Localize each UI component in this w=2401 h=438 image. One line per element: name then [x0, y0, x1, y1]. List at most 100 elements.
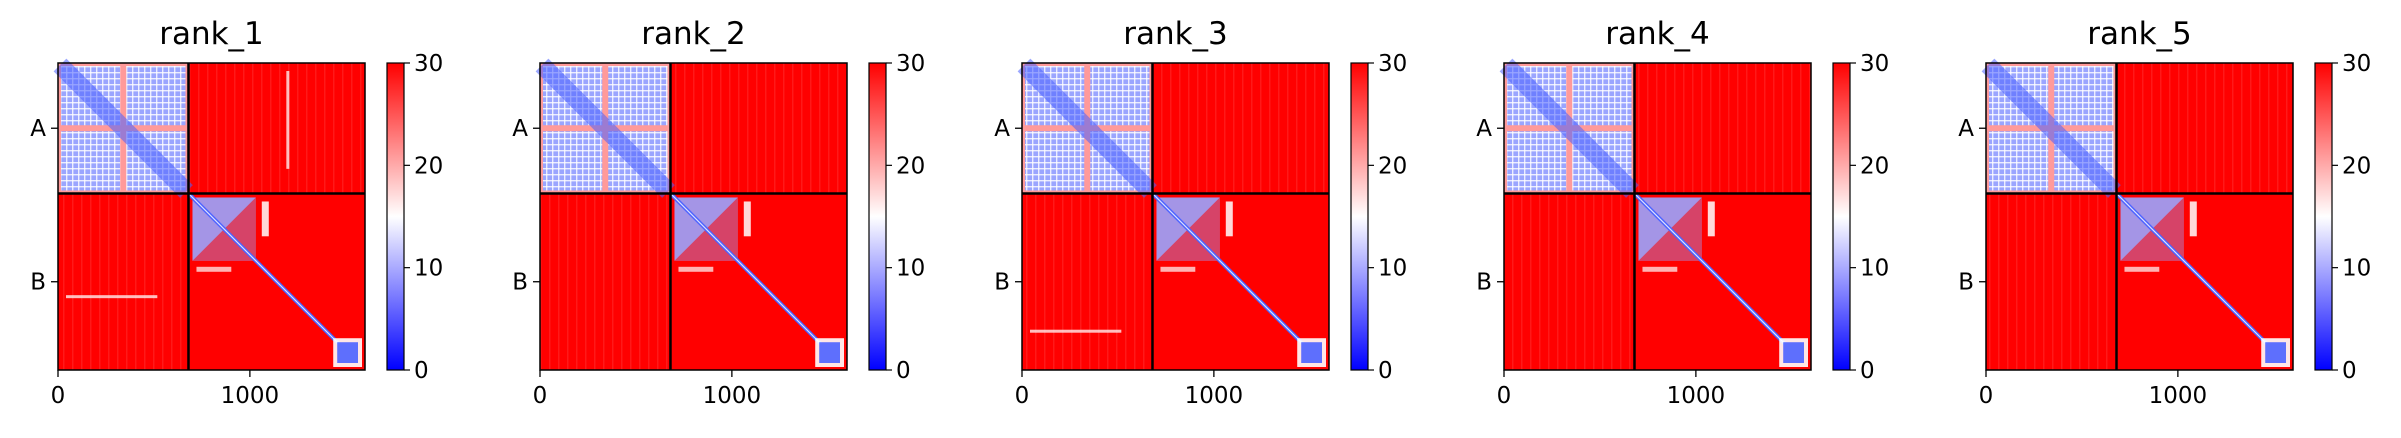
chain-a-diagonal-band: [535, 58, 675, 198]
colorbar-tick-label: 10: [1860, 256, 1889, 282]
colorbar: [2315, 63, 2332, 370]
chain-a-diagonal-band: [1017, 58, 1157, 198]
offdiag-texture-ba: [540, 193, 671, 370]
axes-frame: [1985, 62, 2294, 371]
colorbar-frame: [2314, 62, 2333, 371]
colorbar-tick-label: 10: [2342, 256, 2371, 282]
subplot-title: rank_4: [1605, 16, 1710, 52]
subplot-title: rank_3: [1123, 16, 1228, 52]
chain-a-subblock: [2054, 66, 2114, 126]
offdiag-texture-ab: [188, 63, 365, 194]
chain-b-domain-spur: [743, 201, 751, 237]
colorbar-frame: [386, 62, 405, 371]
y-tick-label: B: [1476, 270, 1492, 296]
chain-b-domain-spur: [261, 201, 269, 237]
colorbar-tick-label: 20: [414, 153, 443, 179]
colorbar-tick-label: 20: [2342, 153, 2371, 179]
colorbar-tick-label: 0: [896, 358, 911, 384]
x-tick-label: 0: [1497, 383, 1512, 409]
chain-b-terminal-core: [2265, 342, 2286, 363]
colorbar-tick-label: 10: [414, 256, 443, 282]
chain-a-diagonal-band: [53, 58, 193, 198]
chain-b-domain-spur: [1707, 201, 1715, 237]
chain-b-terminal-core: [337, 342, 358, 363]
x-tick-label: 1000: [2149, 383, 2208, 409]
subplot-3: rank_3 A B 0 1000 0 10 20 30: [994, 16, 1407, 409]
colorbar-tick-label: 10: [896, 256, 925, 282]
x-tick-label: 0: [51, 383, 66, 409]
y-tick-label: B: [1958, 270, 1974, 296]
colorbar-tick-label: 0: [1860, 358, 1875, 384]
colorbar-tick-label: 30: [1378, 51, 1407, 77]
axes-frame: [1503, 62, 1812, 371]
colorbar-tick-label: 0: [1378, 358, 1393, 384]
colorbar-tick-label: 20: [896, 153, 925, 179]
colorbar-tick-label: 30: [414, 51, 443, 77]
chain-a-diagonal-band: [1981, 58, 2121, 198]
colorbar-tick-label: 30: [1860, 51, 1889, 77]
chain-a-subblock: [1572, 66, 1632, 126]
x-tick-label: 1000: [1185, 383, 1244, 409]
x-tick-label: 1000: [1667, 383, 1726, 409]
chain-a-subblock: [126, 66, 186, 126]
offdiag-texture-ba: [1986, 193, 2117, 370]
subplot-title: rank_1: [159, 16, 264, 52]
offdiag-texture-ab: [1634, 63, 1811, 194]
subplot-title: rank_2: [641, 16, 746, 52]
chain-b-diagonal-highlight: [670, 193, 822, 345]
colorbar-tick-label: 30: [896, 51, 925, 77]
chain-b-diagonal-highlight: [188, 193, 340, 345]
chain-b-domain-spur-h: [196, 266, 232, 272]
stray-line-horizontal: [1030, 329, 1122, 333]
colorbar-tick-label: 20: [1378, 153, 1407, 179]
colorbar: [387, 63, 404, 370]
offdiag-texture-ab: [1152, 63, 1329, 194]
axes-frame: [57, 62, 366, 371]
y-tick-label: A: [1958, 116, 1974, 142]
subplot-2: rank_2 A B 0 1000 0 10 20 30: [512, 16, 925, 409]
chain-b-domain-spur-h: [678, 266, 714, 272]
x-tick-label: 0: [1015, 383, 1030, 409]
y-tick-label: A: [30, 116, 46, 142]
stray-line-horizontal: [66, 295, 158, 299]
subplot-5: rank_5 A B 0 1000 0 10 20 30: [1958, 16, 2371, 409]
chain-b-terminal-core: [1783, 342, 1804, 363]
offdiag-texture-ba: [1504, 193, 1635, 370]
chain-b-terminal-core: [819, 342, 840, 363]
colorbar-frame: [868, 62, 887, 371]
colorbar-tick-label: 30: [2342, 51, 2371, 77]
y-tick-label: B: [994, 270, 1010, 296]
chain-a-subblock: [61, 131, 121, 191]
subplot-4: rank_4 A B 0 1000 0 10 20 30: [1476, 16, 1889, 409]
subplot-title: rank_5: [2087, 16, 2192, 52]
chain-a-subblock: [543, 131, 603, 191]
chain-a-subblock: [608, 66, 668, 126]
offdiag-texture-ab: [670, 63, 847, 194]
chain-a-subblock: [1025, 131, 1085, 191]
x-tick-label: 1000: [703, 383, 762, 409]
y-tick-label: A: [994, 116, 1010, 142]
colorbar-frame: [1350, 62, 1369, 371]
colorbar: [869, 63, 886, 370]
y-tick-label: A: [1476, 116, 1492, 142]
colorbar-tick-label: 0: [2342, 358, 2357, 384]
chain-b-domain-spur: [1225, 201, 1233, 237]
colorbar: [1833, 63, 1850, 370]
colorbar-tick-label: 20: [1860, 153, 1889, 179]
colorbar-tick-label: 0: [414, 358, 429, 384]
axes-frame: [539, 62, 848, 371]
colorbar-frame: [1832, 62, 1851, 371]
chain-a-subblock: [1507, 131, 1567, 191]
chain-b-domain-spur: [2189, 201, 2197, 237]
offdiag-texture-ba: [58, 193, 189, 370]
colorbar: [1351, 63, 1368, 370]
chain-b-terminal-core: [1301, 342, 1322, 363]
chain-a-subblock: [1989, 131, 2049, 191]
chain-a-subblock: [1090, 66, 1150, 126]
chain-b-domain-spur-h: [1642, 266, 1678, 272]
offdiag-texture-ba: [1022, 193, 1153, 370]
y-tick-label: B: [512, 270, 528, 296]
chain-b-domain-spur-h: [2124, 266, 2160, 272]
stray-line-vertical: [286, 71, 290, 169]
colorbar-tick-label: 10: [1378, 256, 1407, 282]
